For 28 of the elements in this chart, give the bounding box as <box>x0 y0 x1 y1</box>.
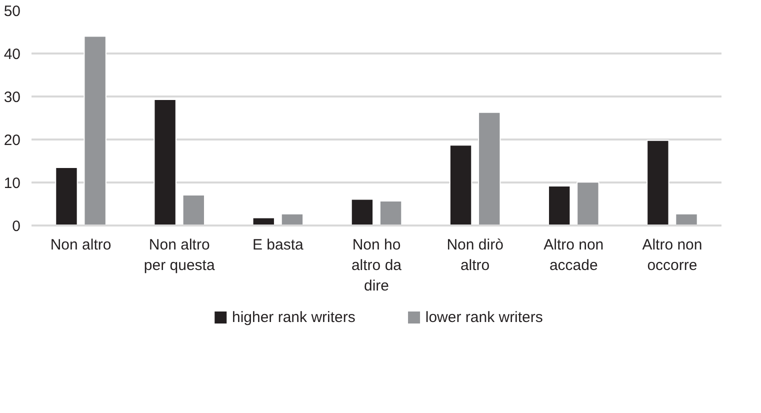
bar <box>646 140 670 226</box>
x-tick-label: Non dirò altro <box>446 236 504 274</box>
x-tick-label: Altro non occorre <box>642 236 702 274</box>
legend-label: lower rank writers <box>425 309 543 326</box>
y-tick-label: 0 <box>12 218 20 235</box>
bar <box>55 166 78 226</box>
y-tick-label: 10 <box>4 175 21 192</box>
x-tick-label: E basta <box>252 236 304 254</box>
legend-label: higher rank writers <box>232 309 356 326</box>
y-tick-label: 40 <box>4 46 21 63</box>
bar <box>84 36 106 226</box>
x-tick-label: Non ho altro da dire <box>351 236 402 294</box>
bar <box>675 213 698 226</box>
x-tick-label: Non altro <box>50 236 112 254</box>
bar <box>280 213 304 226</box>
bar <box>182 194 205 226</box>
y-tick-label: 30 <box>4 89 21 106</box>
bar <box>350 198 374 226</box>
bar <box>548 185 571 226</box>
bar <box>449 144 472 226</box>
y-tick-label: 50 <box>4 3 21 20</box>
bar <box>478 112 501 226</box>
x-tick-label: Non altro per questa <box>144 236 216 274</box>
bar <box>576 182 600 226</box>
x-tick-label: Altro non accade <box>544 236 604 274</box>
bar <box>379 200 402 226</box>
y-tick-label: 20 <box>4 132 21 149</box>
bar <box>154 99 176 226</box>
